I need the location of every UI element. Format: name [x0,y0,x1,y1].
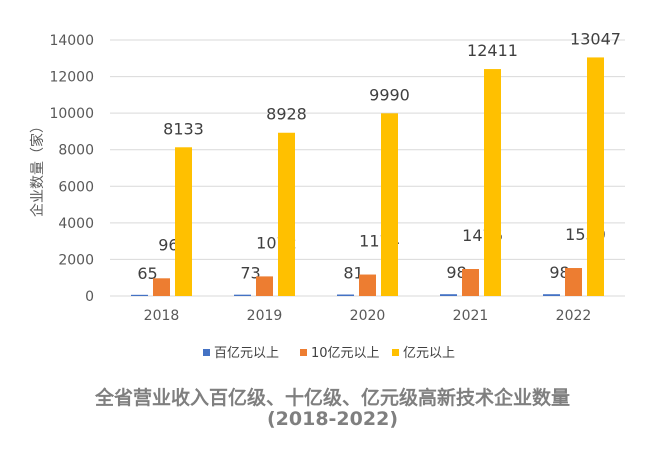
bar-hundred-million-plus [175,147,192,296]
bar-billion-plus [359,274,376,296]
data-label: 13047 [570,29,621,48]
data-label: 65 [137,264,157,283]
x-tick-label: 2019 [247,308,283,324]
bar-hundred-million-plus-x100 [543,294,560,296]
bar-hundred-million-plus [484,69,501,296]
bar-hundred-million-plus-x100 [440,294,457,296]
data-label: 98 [446,263,466,282]
bar-hundred-million-plus [278,132,295,296]
bar-hundred-million-plus-x100 [131,294,148,296]
data-label: 73 [240,264,260,283]
x-tick-label: 2018 [144,308,180,324]
chart-caption-line2: (2018-2022) [266,408,398,430]
bar-hundred-million-plus [381,113,398,296]
y-axis-title: 企业数量（家） [29,119,46,217]
legend-swatch [392,349,399,356]
y-tick-label: 0 [85,289,94,305]
bar-hundred-million-plus-x100 [337,294,354,296]
y-tick-label: 2000 [58,252,94,268]
data-label: 12411 [467,41,518,60]
legend-swatch [300,349,307,356]
bar-hundred-million-plus-x100 [234,294,251,296]
data-label: 9990 [369,85,410,104]
y-tick-label: 6000 [58,179,94,195]
data-label: 98 [549,263,569,282]
bar-chart: 0 2000 4000 6000 8000 10000 12000 14000 企业数量（家） 6… [29,29,625,361]
y-tick-label: 14000 [49,33,94,49]
x-tick-label: 2020 [350,308,386,324]
legend-label: 百亿元以上 [214,346,279,361]
y-tick-label: 4000 [58,216,94,232]
data-label: 8928 [266,105,307,124]
bar-billion-plus [256,276,273,296]
bar-billion-plus [462,269,479,296]
bar-billion-plus [565,268,582,296]
y-tick-label: 12000 [49,70,94,86]
x-tick-label: 2022 [556,308,592,324]
bar-billion-plus [153,278,170,296]
y-tick-label: 8000 [58,143,94,159]
x-tick-label: 2021 [453,308,489,324]
data-label: 81 [343,264,363,283]
chart-caption-line1: 全省营业收入百亿级、十亿级、亿元级高新技术企业数量 [94,387,570,409]
legend-label: 10亿元以上 [311,346,380,361]
y-tick-label: 10000 [49,106,94,122]
legend-label: 亿元以上 [403,346,455,361]
bar-hundred-million-plus [587,57,604,296]
legend-swatch [203,349,210,356]
data-label: 8133 [163,119,204,138]
